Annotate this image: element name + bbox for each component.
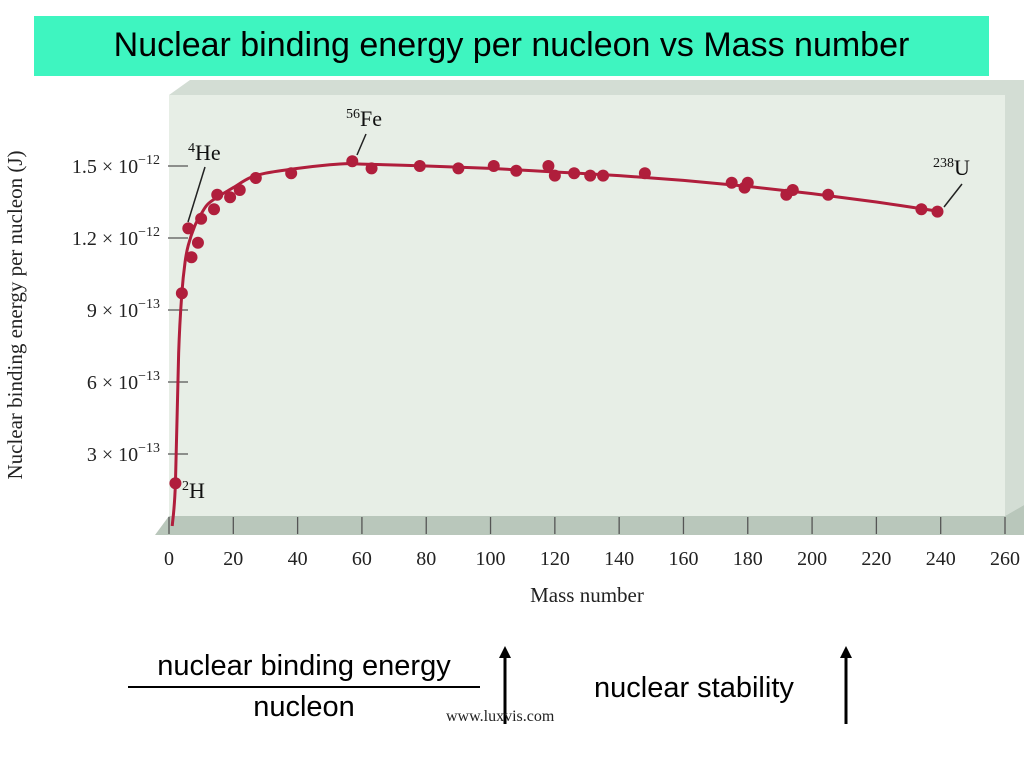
data-point — [413, 160, 426, 172]
x-tick-label: 240 — [926, 548, 956, 570]
data-point — [191, 236, 204, 249]
y-tick-label: 9 × 10−13 — [87, 297, 160, 322]
chart-back-wall — [169, 95, 1005, 516]
page-title: Nuclear binding energy per nucleon vs Ma… — [113, 26, 910, 64]
data-point — [822, 188, 835, 201]
x-axis-title: Mass number — [530, 583, 644, 607]
x-tick-label: 180 — [733, 548, 763, 570]
x-tick-label: 80 — [416, 548, 436, 570]
y-axis-title: Nuclear binding energy per nucleon (J) — [3, 150, 27, 479]
annotation-leader — [187, 166, 206, 223]
x-tick-label: 60 — [352, 548, 372, 570]
binding-energy-chart: 0 20 40 60 80 100 120 140 160 180 200 220 240 260 Mass… — [3, 80, 1024, 607]
data-point — [249, 172, 262, 184]
annotation-leader — [943, 183, 963, 208]
data-point — [548, 169, 561, 182]
data-point — [510, 164, 523, 177]
x-tick-label: 0 — [164, 548, 174, 570]
data-point — [175, 287, 188, 300]
data-point — [365, 162, 378, 175]
x-tick-label: 160 — [668, 548, 698, 570]
data-point — [786, 184, 799, 196]
data-point — [185, 251, 198, 264]
y-tick-label: 1.2 × 10−12 — [72, 225, 160, 250]
y-tick-label: 1.5 × 10−12 — [72, 153, 160, 178]
up-arrow-icon — [499, 646, 511, 724]
data-point — [487, 160, 500, 172]
data-point — [195, 212, 208, 225]
x-tick-label: 260 — [990, 548, 1020, 570]
x-tick-label: 140 — [604, 548, 634, 570]
fraction-denominator: nucleon — [253, 691, 355, 723]
title-banner: Nuclear binding energy per nucleon vs Ma… — [34, 16, 989, 76]
x-tick-label: 220 — [861, 548, 891, 570]
data-point — [741, 176, 754, 189]
chart-annotations: 4He 56Fe 238U 2H — [182, 106, 970, 503]
annotation-h: 2H — [182, 478, 205, 503]
y-tick-label: 3 × 10−13 — [87, 441, 160, 466]
x-tick-label: 100 — [476, 548, 506, 570]
x-tick-label: 120 — [540, 548, 570, 570]
data-point — [182, 222, 195, 235]
data-points — [169, 155, 944, 490]
data-point — [584, 169, 597, 182]
watermark: www.luxvis.com — [446, 708, 555, 725]
chart-floor — [155, 505, 1024, 535]
data-point — [208, 203, 221, 216]
data-point — [452, 162, 465, 175]
nuclear-stability-label: nuclear stability — [594, 672, 794, 704]
data-point — [568, 167, 581, 180]
annotation-u: 238U — [933, 155, 970, 180]
data-point — [224, 191, 237, 204]
data-point — [638, 167, 651, 180]
fraction-numerator: nuclear binding energy — [128, 650, 480, 688]
data-point — [211, 188, 224, 201]
data-point — [542, 160, 555, 172]
annotation-fe: 56Fe — [346, 106, 382, 131]
x-tick-label: 200 — [797, 548, 827, 570]
data-point — [915, 203, 928, 216]
annotation-he: 4He — [188, 140, 221, 165]
annotation-leader — [356, 133, 367, 156]
x-tick-label: 20 — [223, 548, 243, 570]
chart-axes: 0 20 40 60 80 100 120 140 160 180 200 220 240 260 Mass… — [3, 150, 1020, 607]
data-point — [233, 184, 246, 196]
data-point — [931, 205, 944, 218]
data-point — [346, 155, 359, 168]
y-tick-label: 6 × 10−13 — [87, 369, 160, 394]
data-point — [169, 477, 182, 490]
data-point — [597, 169, 610, 182]
data-point — [725, 176, 738, 189]
binding-energy-per-nucleon-fraction: nuclear binding energy nucleon — [128, 650, 480, 724]
data-point — [285, 167, 298, 180]
x-tick-label: 40 — [288, 548, 308, 570]
chart-panel — [155, 80, 1024, 535]
up-arrow-icon — [840, 646, 852, 724]
